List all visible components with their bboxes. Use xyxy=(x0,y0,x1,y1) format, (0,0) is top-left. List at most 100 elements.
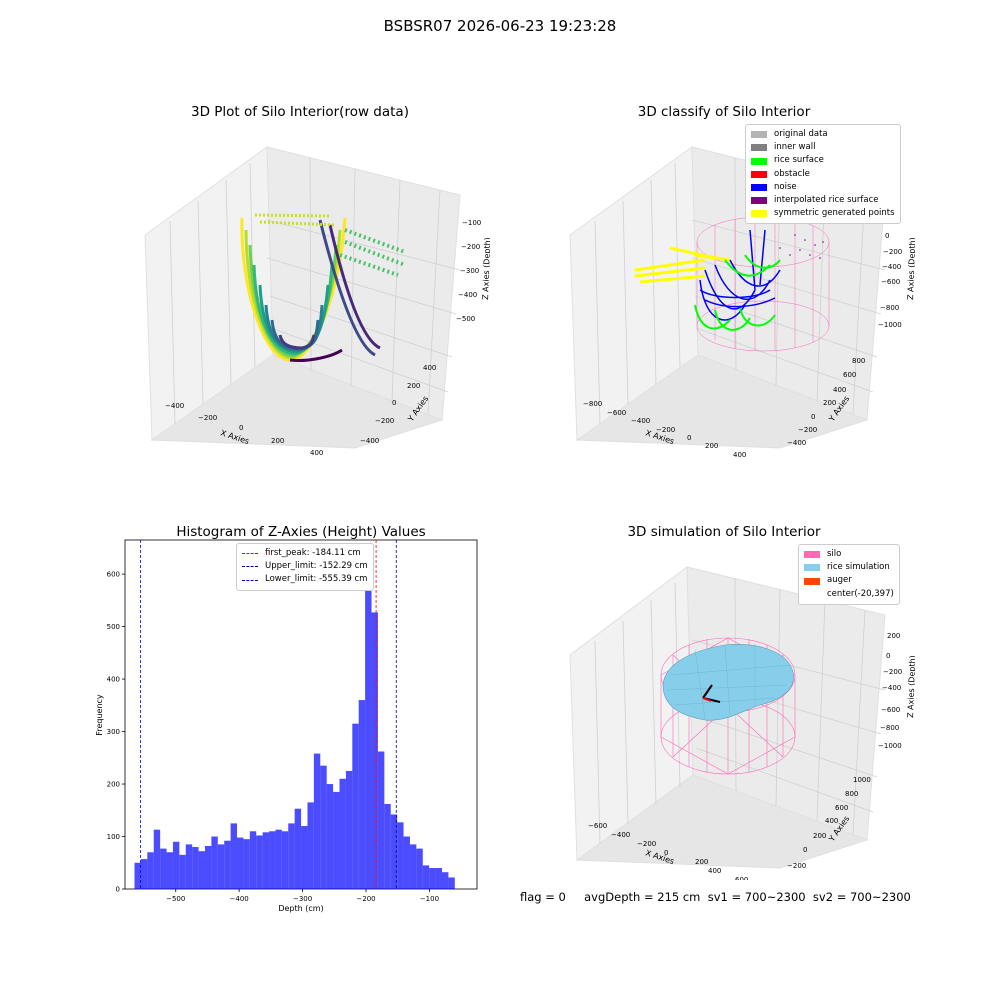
histogram-bar xyxy=(153,829,161,889)
histogram-bar xyxy=(198,851,205,889)
histogram-bar xyxy=(269,831,276,889)
histogram-bar xyxy=(441,872,449,889)
svg-text:600: 600 xyxy=(843,371,856,379)
histogram-bar xyxy=(192,847,199,889)
svg-text:−400: −400 xyxy=(882,684,901,692)
legend-lower-limit: Lower_limit: -555.39 cm xyxy=(242,573,368,586)
histogram-bar xyxy=(294,808,302,889)
histogram-bar xyxy=(339,778,346,889)
raw-point-top xyxy=(254,213,336,227)
sim-pane-floor xyxy=(575,774,869,869)
raw-z-label: Z Axies (Depth) xyxy=(481,237,490,300)
histogram-x-ticks: −500 −400 −300 −200 −100 xyxy=(166,889,439,903)
svg-text:−200: −200 xyxy=(637,840,656,848)
svg-text:400: 400 xyxy=(833,386,846,394)
histogram-bar xyxy=(172,841,180,889)
legend-inner-wall: inner wall xyxy=(751,141,895,154)
classify-rice-surface xyxy=(694,254,781,331)
histogram-y-label: Frequency xyxy=(95,694,104,736)
histogram-bar xyxy=(256,835,263,889)
svg-text:−400: −400 xyxy=(882,263,901,271)
svg-text:−600: −600 xyxy=(881,278,900,286)
histogram-bar xyxy=(390,814,398,889)
histogram-bar xyxy=(435,868,442,889)
raw-x-ticks: −400 −200 0 200 400 xyxy=(165,402,323,457)
legend-swatch xyxy=(751,197,767,205)
svg-text:0: 0 xyxy=(885,232,889,240)
histogram-bar xyxy=(429,868,436,889)
classify-symmetric-points xyxy=(634,246,731,284)
histogram-title: Histogram of Z-Axies (Height) Values xyxy=(176,524,426,540)
histogram-bar xyxy=(333,791,340,889)
svg-text:−1000: −1000 xyxy=(878,321,902,329)
svg-text:0: 0 xyxy=(664,849,668,857)
legend-first-peak: first_peak: -184.11 cm xyxy=(242,547,368,560)
classify-noise xyxy=(699,229,781,321)
svg-text:400: 400 xyxy=(708,867,721,875)
legend-original-data: original data xyxy=(751,128,895,141)
legend-line xyxy=(242,566,258,568)
histogram-bar xyxy=(326,784,334,889)
svg-text:200: 200 xyxy=(705,442,718,450)
legend-obstacle: obstacle xyxy=(751,168,895,181)
legend-center: center(-20,397) xyxy=(804,588,894,601)
svg-text:0: 0 xyxy=(886,652,890,660)
svg-text:−400: −400 xyxy=(631,417,650,425)
histogram-bar xyxy=(416,848,423,889)
histogram-bar xyxy=(409,844,417,889)
histogram-bar xyxy=(211,836,218,889)
raw-plot-title: 3D Plot of Silo Interior(row data) xyxy=(191,104,409,120)
status-footer: flag = 0 avgDepth = 215 cm sv1 = 700~230… xyxy=(520,890,911,904)
y-tick-label: 500 xyxy=(107,623,120,631)
histogram-bar xyxy=(358,700,366,889)
svg-text:−200: −200 xyxy=(375,417,394,425)
svg-text:200: 200 xyxy=(823,399,836,407)
svg-text:−600: −600 xyxy=(881,706,900,714)
legend-swatch xyxy=(751,157,767,165)
legend-line xyxy=(242,579,258,581)
svg-text:0: 0 xyxy=(803,846,807,854)
histogram-bars xyxy=(134,557,455,889)
svg-text:−200: −200 xyxy=(461,243,480,251)
sim-x-ticks: −600 −400 −200 0 200 400 600 xyxy=(588,822,748,880)
svg-text:−1000: −1000 xyxy=(878,742,902,750)
x-tick-label: −200 xyxy=(356,895,375,903)
histogram-bar xyxy=(160,848,167,889)
histogram-bar xyxy=(345,770,353,889)
simulation-legend: silo rice simulation auger center(-20,39… xyxy=(798,544,900,605)
simulation-plot-title: 3D simulation of Silo Interior xyxy=(627,524,821,540)
classify-plot-title: 3D classify of Silo Interior xyxy=(637,104,811,120)
histogram-bar xyxy=(307,802,314,889)
histogram-bar xyxy=(288,823,295,889)
classify-interpolated-points xyxy=(779,234,824,259)
svg-text:−600: −600 xyxy=(607,409,626,417)
svg-text:400: 400 xyxy=(733,451,746,459)
histogram-bar xyxy=(313,753,321,889)
svg-text:−200: −200 xyxy=(883,248,902,256)
svg-text:200: 200 xyxy=(813,832,826,840)
legend-symmetric: symmetric generated points xyxy=(751,207,895,220)
svg-text:400: 400 xyxy=(423,364,436,372)
raw-point-wing xyxy=(339,228,406,277)
svg-text:−400: −400 xyxy=(458,291,477,299)
histogram-bar xyxy=(377,751,385,889)
svg-text:600: 600 xyxy=(735,876,748,880)
legend-upper-limit: Upper_limit: -152.29 cm xyxy=(242,560,368,573)
y-tick-label: 300 xyxy=(107,728,120,736)
svg-text:−200: −200 xyxy=(656,426,675,434)
histogram-bar xyxy=(237,837,244,889)
svg-text:200: 200 xyxy=(887,632,900,640)
legend-swatch xyxy=(804,577,820,585)
sim-y-ticks: −200 0 200 400 600 800 1000 xyxy=(787,776,871,870)
histogram-bar xyxy=(301,826,308,889)
simulation-3d-plot: −600 −400 −200 0 200 400 600 −200 0 200 … xyxy=(569,566,915,880)
histogram-bar xyxy=(204,845,212,889)
raw-gridlines xyxy=(169,157,461,425)
histogram-bar xyxy=(243,839,250,889)
raw-point-cloud xyxy=(240,217,381,362)
y-tick-label: 200 xyxy=(107,781,120,789)
svg-text:800: 800 xyxy=(852,357,865,365)
legend-swatch xyxy=(751,183,767,191)
svg-text:200: 200 xyxy=(271,437,284,445)
histogram-bar xyxy=(371,612,378,889)
